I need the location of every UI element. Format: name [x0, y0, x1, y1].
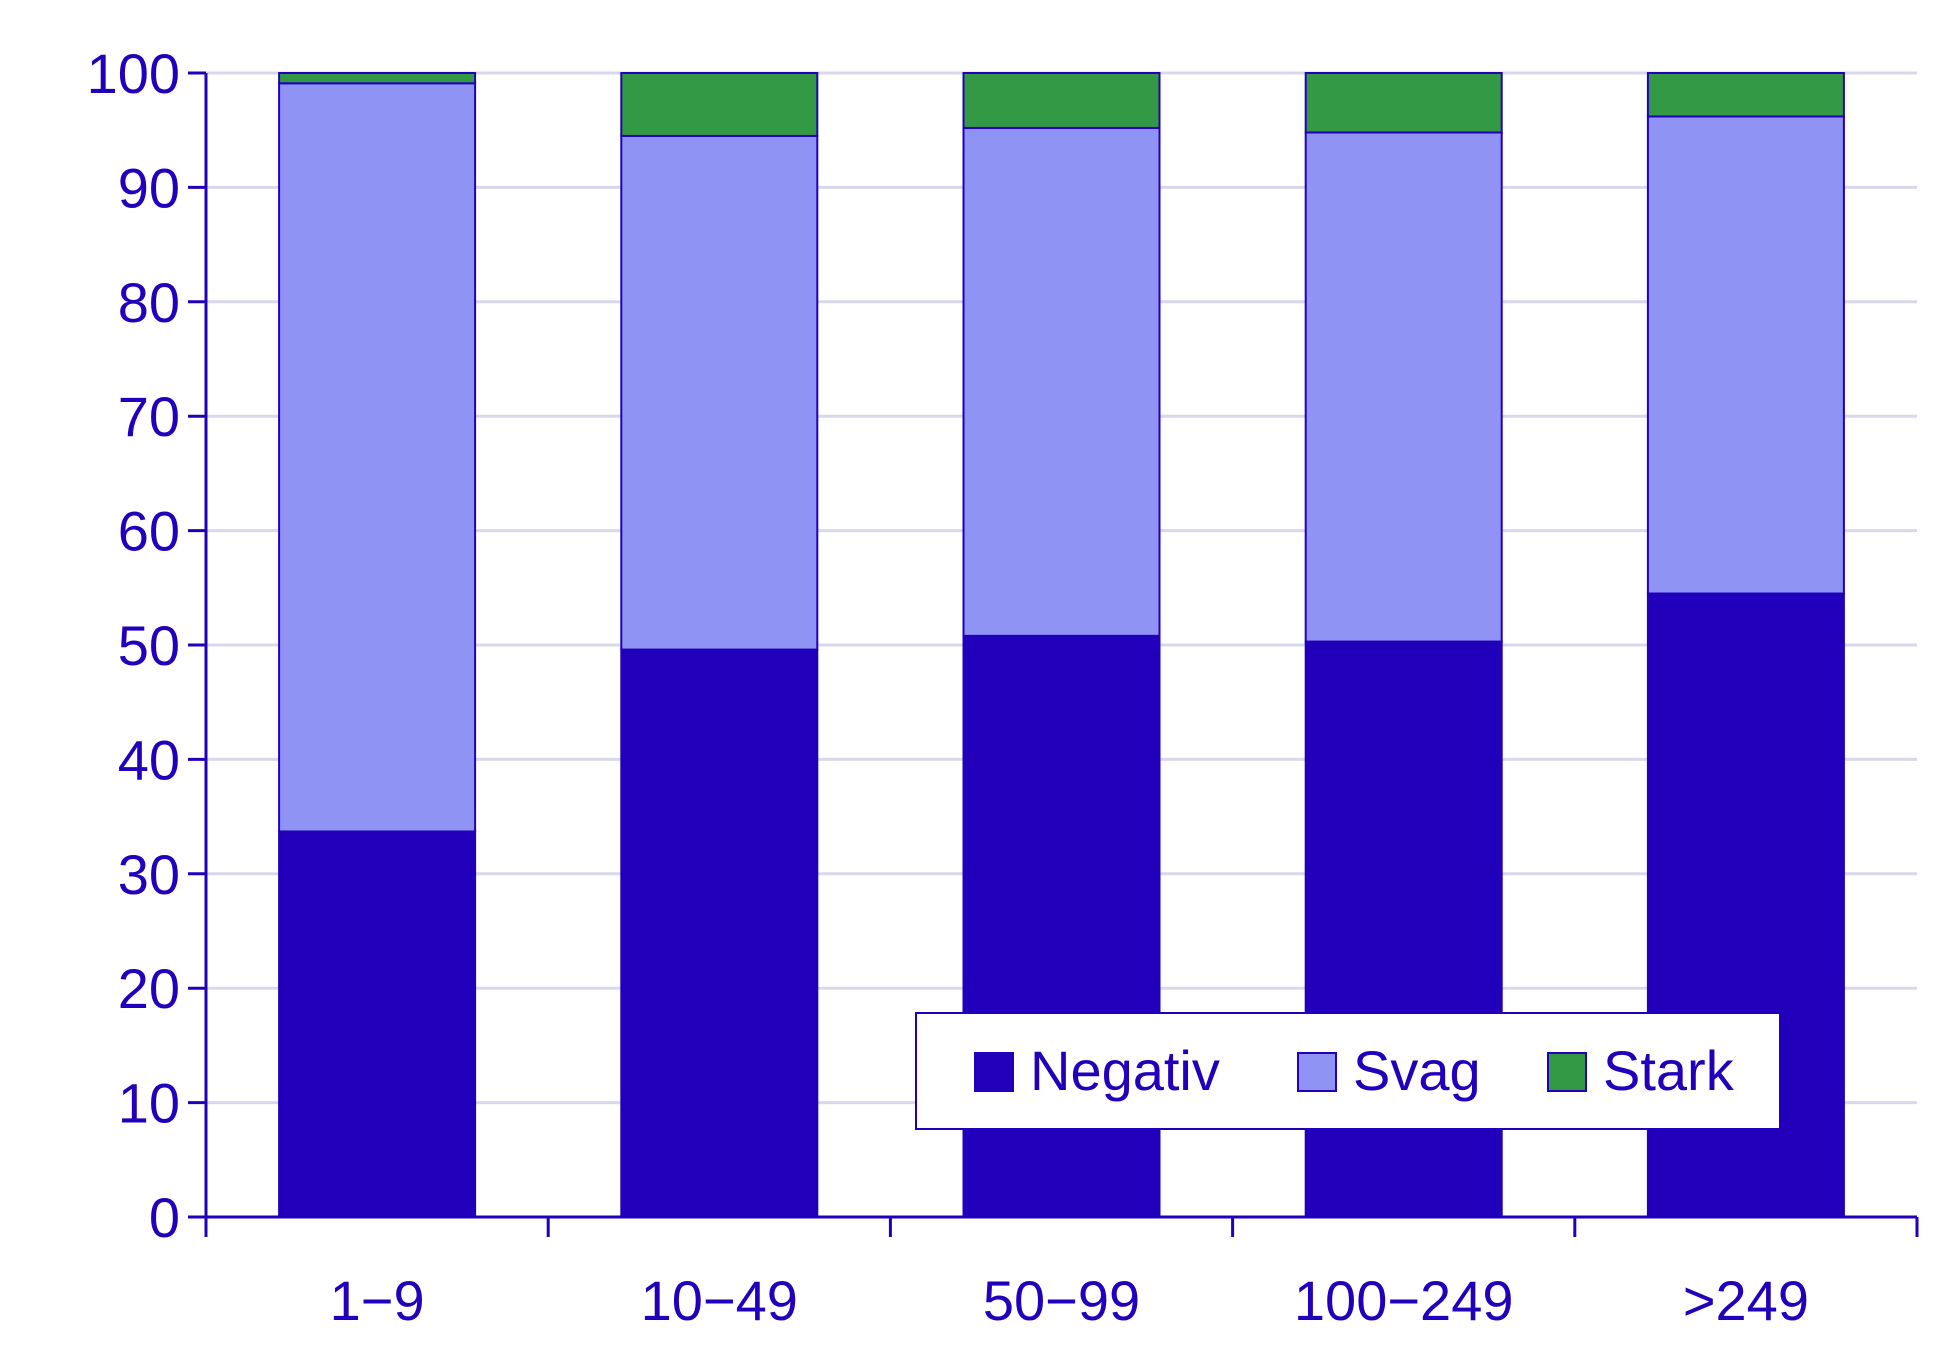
legend-swatch-svag — [1297, 1052, 1337, 1092]
x-tick-label-1: 10−49 — [641, 1269, 798, 1332]
x-tick-labels: 1−9 10−49 50−99 100−249 >249 — [330, 1269, 1809, 1332]
y-tick-label-1: 10 — [118, 1072, 180, 1135]
y-tick-label-9: 90 — [118, 156, 180, 219]
y-tick-label-8: 80 — [118, 271, 180, 334]
bar-negativ-3 — [1304, 640, 1503, 1218]
bar-svag-2 — [962, 126, 1161, 637]
y-tick-label-0: 0 — [149, 1186, 180, 1249]
bar-stark-1 — [620, 72, 819, 137]
legend-swatch-stark — [1547, 1052, 1587, 1092]
y-tick-label-2: 20 — [118, 957, 180, 1020]
legend-label-negativ: Negativ — [1030, 1039, 1220, 1102]
legend-swatch-negativ — [974, 1052, 1014, 1092]
legend-label-svag: Svag — [1353, 1039, 1481, 1102]
legend-box — [915, 1012, 1781, 1130]
bar-stark-4 — [1646, 72, 1845, 118]
bar-svag-3 — [1304, 131, 1503, 643]
x-tick-label-2: 50−99 — [983, 1269, 1140, 1332]
bar-svag-1 — [620, 134, 819, 651]
y-tick-label-6: 60 — [118, 500, 180, 563]
bar-svag-0 — [278, 82, 477, 833]
bar-stark-0 — [278, 72, 477, 85]
bar-stark-2 — [962, 72, 1161, 129]
legend-item-stark: Stark — [1547, 1039, 1735, 1102]
bar-svag-4 — [1646, 115, 1845, 595]
y-tick-label-3: 30 — [118, 843, 180, 906]
axes — [188, 71, 1919, 1237]
legend-item-negativ: Negativ — [974, 1039, 1220, 1102]
legend-item-svag: Svag — [1297, 1039, 1481, 1102]
legend: Negativ Svag Stark — [915, 1012, 1781, 1130]
legend-label-stark: Stark — [1603, 1039, 1735, 1102]
bar-stark-3 — [1304, 72, 1503, 134]
y-tick-label-10: 100 — [87, 42, 180, 105]
x-tick-label-3: 100−249 — [1294, 1269, 1514, 1332]
y-tick-label-5: 50 — [118, 614, 180, 677]
bar-negativ-0 — [278, 830, 477, 1218]
x-tick-label-4: >249 — [1683, 1269, 1809, 1332]
y-tick-label-7: 70 — [118, 385, 180, 448]
y-tick-label-4: 40 — [118, 728, 180, 791]
y-tick-labels: 0 10 20 30 40 50 60 70 80 90 100 — [87, 42, 180, 1249]
x-tick-label-0: 1−9 — [330, 1269, 425, 1332]
bar-negativ-1 — [620, 648, 819, 1218]
